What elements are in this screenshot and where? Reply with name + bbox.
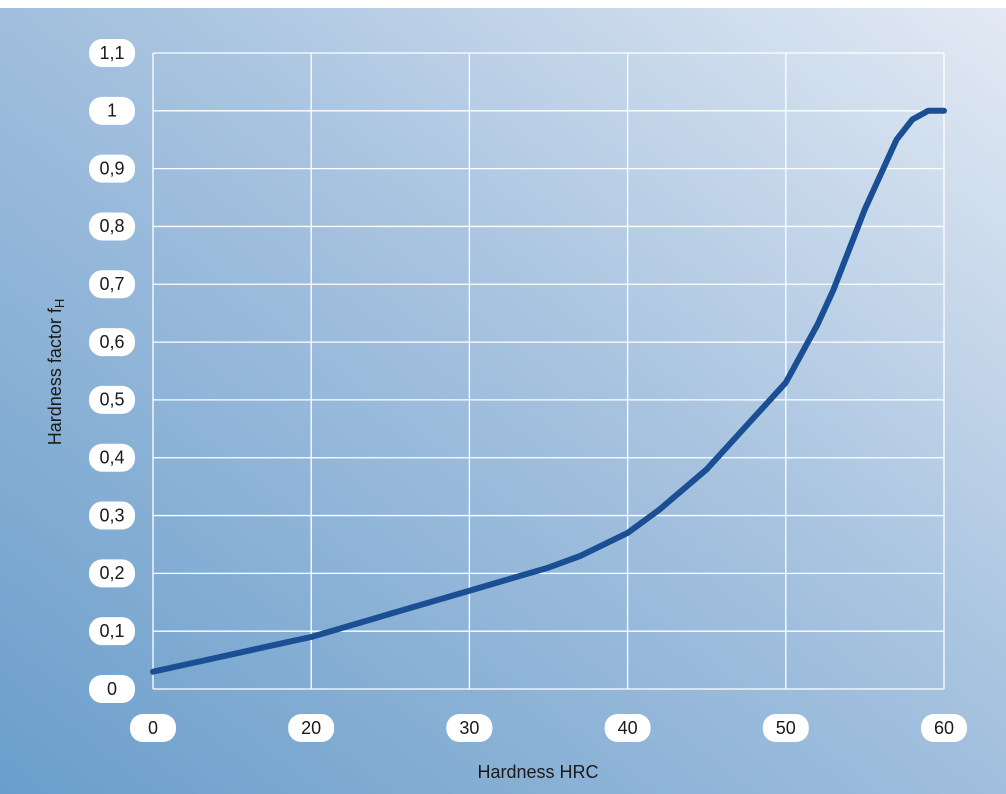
y-tick-pill [89, 270, 135, 299]
y-tick-pill [89, 443, 135, 472]
y-tick-label: 0,1 [99, 621, 124, 641]
y-tick-label: 1,1 [99, 43, 124, 63]
y-tick-pill [89, 675, 135, 703]
x-tick-label: 30 [459, 718, 479, 738]
y-tick-label: 0,9 [99, 158, 124, 178]
y-tick-pill [89, 501, 135, 530]
x-tick-label: 60 [934, 718, 954, 738]
y-tick-pill [89, 385, 135, 414]
y-axis-title-text: Hardness factor f [45, 307, 65, 445]
y-tick-label: 0 [107, 679, 117, 699]
x-tick-pill [604, 714, 651, 742]
y-tick-label: 0,3 [99, 505, 124, 525]
x-tick-pill [288, 714, 335, 742]
x-axis-title: Hardness HRC [477, 762, 598, 782]
y-tick-label: 0,6 [99, 332, 124, 352]
y-tick-label: 0,4 [99, 447, 124, 467]
x-tick-label: 0 [148, 718, 158, 738]
y-tick-pill [89, 212, 135, 241]
x-tick-pill [762, 714, 809, 742]
y-tick-pill [89, 328, 135, 357]
x-tick-pill [921, 714, 967, 742]
x-tick-label: 40 [618, 718, 638, 738]
y-tick-pill [89, 39, 135, 67]
x-tick-pill [446, 714, 493, 742]
y-tick-label: 0,8 [99, 216, 124, 236]
y-tick-label: 1 [107, 101, 117, 121]
x-tick-pill [130, 714, 176, 742]
y-tick-label: 0,7 [99, 274, 124, 294]
y-tick-label: 0,2 [99, 563, 124, 583]
y-axis-title-subscript: H [52, 299, 67, 308]
x-tick-label: 20 [301, 718, 321, 738]
y-axis-title: Hardness factor fH [45, 299, 68, 445]
y-tick-pill [89, 617, 135, 646]
y-tick-label: 0,5 [99, 390, 124, 410]
y-tick-pill [89, 96, 135, 125]
data-line [150, 107, 947, 675]
y-tick-pill [89, 559, 135, 588]
background [0, 8, 1006, 794]
x-tick-label: 50 [776, 718, 796, 738]
y-tick-pill [89, 154, 135, 183]
